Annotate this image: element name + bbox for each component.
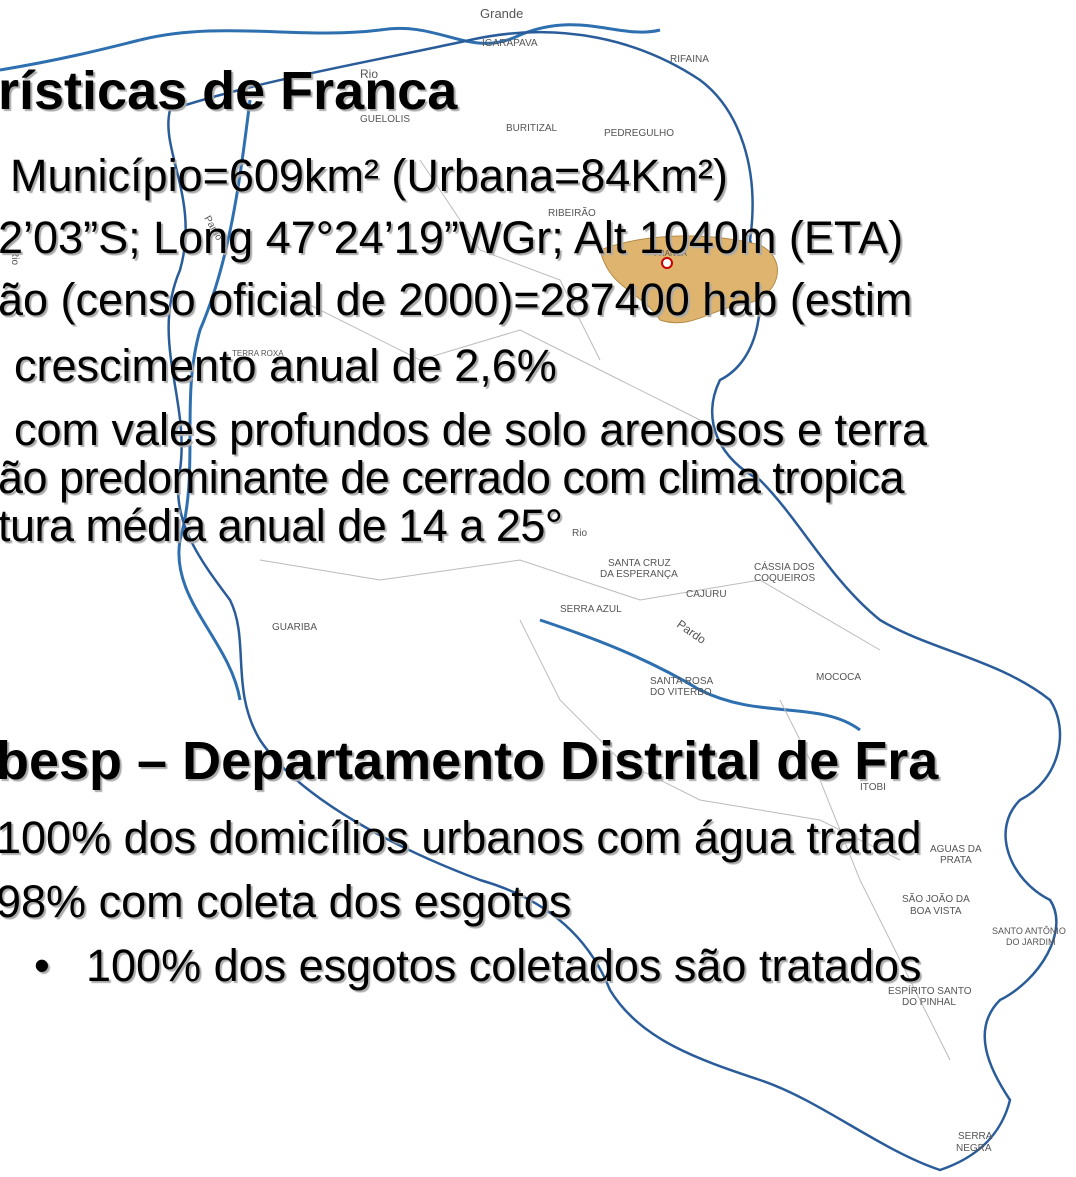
map-label: PRATA [940,855,972,866]
map-label: COQUEIROS [754,573,815,584]
map-label: SANTA ROSA [650,676,713,687]
heading: rísticas de Franca [0,60,457,122]
text-line: tura média anual de 14 a 25° [0,504,562,548]
map-label: MOCOCA [816,672,861,683]
text-line: ão (censo oficial de 2000)=287400 hab (e… [0,274,912,326]
bullet: • [34,940,50,992]
text-line: com vales profundos de solo arenosos e t… [14,404,927,456]
map-label: BOA VISTA [910,906,962,917]
map-label: AGUAS DA [930,844,982,855]
map-label: Rio [572,528,587,539]
map-label: Grande [480,6,523,21]
map-label: GUARIBA [272,622,317,633]
slide: Grande IGARAPAVA RIFAINA Rio GUELOLIS BU… [0,0,1076,1177]
map-label: PEDREGULHO [604,128,674,139]
map-label: DO VITERBO [650,687,712,698]
map-label: RIFAINA [670,54,709,65]
map-label: Pardo [674,617,709,647]
map-label: SÃO JOÃO DA [902,892,970,905]
map-label: DA ESPERANÇA [600,569,678,580]
text-line: 100% dos esgotos coletados são tratados [86,940,922,992]
text-line: 2’03”S; Long 47°24’19”WGr; Alt 1040m (ET… [0,212,903,264]
map-label: CÁSSIA DOS [754,560,815,573]
map-label: CAJURU [686,589,727,600]
text-line: 98% com coleta dos esgotos [0,876,571,928]
map-label: BURITIZAL [506,123,558,134]
map-label: NEGRA [956,1143,992,1154]
map-label: SANTO ANTÔNIO [992,926,1066,936]
text-line: ão predominante de cerrado com clima tro… [0,456,904,500]
text-line: Município=609km² (Urbana=84Km²) [10,150,728,202]
map-label: DO PINHAL [902,997,956,1008]
map-label: SANTA CRUZ [608,558,671,569]
map-label: DO JARDIM [1006,937,1056,947]
map-label: SERRA AZUL [560,604,622,615]
text-line: crescimento anual de 2,6% [14,340,557,392]
map-label: SERRA [958,1131,993,1142]
heading: besp – Departamento Distrital de Fra [0,730,938,792]
map-label: IGARAPAVA [482,38,538,49]
text-line: 100% dos domicílios urbanos com água tra… [0,812,922,864]
